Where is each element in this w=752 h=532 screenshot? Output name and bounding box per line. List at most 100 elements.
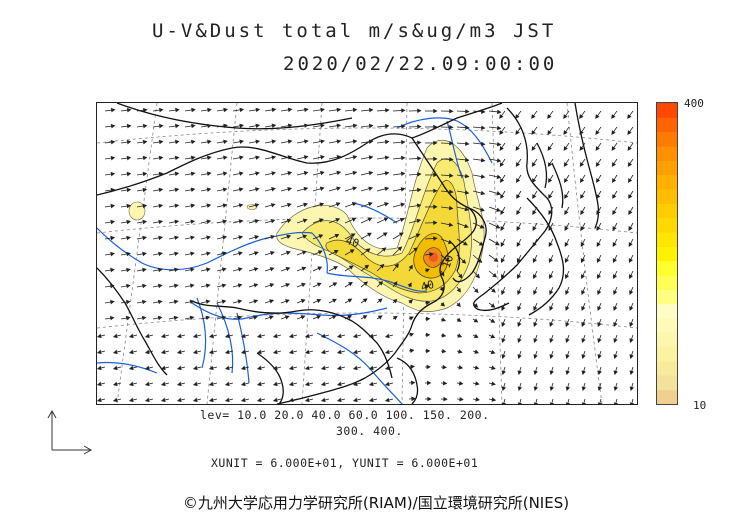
wind-arrow-head: [563, 114, 568, 119]
colorbar-swatches: [657, 102, 677, 405]
wind-arrow-head: [302, 234, 308, 239]
wind-arrow-head: [174, 203, 180, 209]
wind-arrow-head: [254, 235, 260, 240]
wind-arrow-head: [175, 107, 180, 113]
wind-arrow-head: [144, 397, 150, 403]
wind-arrow-head: [142, 251, 147, 257]
wind-arrow-head: [110, 251, 115, 257]
wind-arrow-head: [158, 235, 163, 241]
wind-arrow-head: [459, 396, 464, 402]
wind-arrow-head: [429, 252, 434, 257]
wind-arrow-head: [464, 206, 470, 212]
wind-arrow-head: [206, 219, 212, 224]
wind-arrow-head: [473, 303, 479, 308]
wind-arrow-head: [272, 397, 278, 403]
wind-arrow-head: [516, 242, 521, 247]
wind-arrow-head: [532, 242, 537, 247]
wind-arrow-head: [300, 315, 306, 320]
wind-arrow-head: [581, 386, 587, 392]
wind-arrow-head: [580, 274, 586, 279]
colorbar: [656, 102, 678, 405]
wind-arrow-head: [157, 283, 163, 289]
wind-arrow-head: [501, 322, 506, 327]
wind-arrow-head: [517, 370, 522, 376]
wind-arrow-head: [597, 402, 603, 404]
wind-arrow-head: [563, 130, 568, 135]
wind-arrow-head: [500, 274, 506, 279]
wind-arrow-head: [336, 107, 342, 113]
wind-arrow-head: [581, 370, 586, 376]
wind-arrow-head: [516, 210, 521, 215]
wind-arrow-shaft: [535, 398, 538, 404]
wind-arrow-head: [110, 267, 115, 273]
wind-arrow-head: [110, 139, 116, 145]
wind-arrow-head: [442, 380, 448, 386]
wind-arrow-head: [495, 224, 501, 229]
wind-arrow-head: [190, 187, 196, 193]
wind-arrow-head: [490, 349, 496, 355]
wind-arrow-head: [224, 349, 230, 355]
wind-arrow-head: [174, 171, 180, 177]
wind-arrow-head: [142, 235, 147, 241]
wind-arrow-head: [532, 274, 538, 279]
wind-arrow-head: [256, 397, 262, 403]
wind-arrow-head: [174, 187, 180, 193]
wind-arrow-head: [595, 146, 600, 151]
wind-arrow-head: [392, 315, 398, 321]
wind-arrow-head: [629, 306, 634, 312]
wind-arrow-head: [332, 282, 338, 287]
wind-arrow-head: [368, 333, 374, 339]
wind-arrow-head: [458, 381, 464, 386]
wind-arrow-head: [595, 130, 600, 135]
wind-arrow-head: [563, 162, 569, 167]
wind-arrow-head: [425, 268, 430, 273]
wind-arrow-head: [565, 402, 571, 404]
wind-arrow-head: [400, 171, 406, 177]
wind-arrow-head: [531, 146, 536, 151]
wind-arrow-head: [580, 258, 585, 263]
wind-arrow-head: [533, 290, 538, 295]
wind-arrow-head: [367, 202, 373, 207]
wind-arrow-head: [286, 234, 292, 240]
wind-arrow-head: [367, 232, 372, 237]
wind-arrow-head: [413, 247, 418, 252]
wind-arrow-head: [427, 396, 432, 402]
wind-arrow-head: [411, 396, 416, 402]
dust-patch-west: [128, 201, 146, 221]
wind-arrow-head: [491, 365, 496, 370]
wind-arrow-head: [176, 349, 182, 355]
wind-arrow-head: [271, 155, 277, 160]
wind-arrow-head: [410, 380, 416, 386]
wind-arrow-head: [612, 242, 617, 247]
wind-arrow-head: [493, 257, 499, 262]
wind-arrow-head: [449, 125, 454, 130]
wind-arrow-head: [397, 246, 403, 251]
wind-arrow-head: [333, 249, 339, 255]
wind-arrow-head: [206, 155, 212, 161]
wind-arrow-head: [288, 381, 294, 387]
wind-arrow-head: [320, 170, 325, 176]
wind-arrow-head: [532, 258, 537, 263]
wind-arrow-head: [142, 171, 148, 177]
wind-arrow-head: [612, 210, 617, 215]
wind-arrow-head: [269, 315, 274, 320]
wind-arrow-head: [335, 202, 341, 207]
wind-arrow-head: [517, 290, 522, 295]
wind-arrow-head: [465, 157, 470, 163]
wind-arrow-head: [158, 107, 164, 113]
wind-arrow-head: [159, 123, 164, 129]
wind-arrow-head: [407, 282, 412, 288]
wind-arrow-head: [272, 349, 278, 355]
wind-arrow-head: [439, 286, 444, 292]
wind-arrow-head: [190, 203, 196, 209]
wind-arrow-head: [547, 130, 552, 135]
wind-arrow-head: [112, 365, 118, 371]
wind-arrow-head: [458, 365, 464, 370]
wind-arrow-head: [394, 263, 399, 269]
wind-arrow-head: [221, 299, 227, 304]
wind-arrow-head: [112, 333, 118, 339]
wind-arrow-head: [517, 322, 522, 327]
colorbar-swatch: [657, 303, 677, 319]
wind-arrow-head: [629, 370, 634, 376]
wind-arrow-head: [448, 222, 454, 227]
